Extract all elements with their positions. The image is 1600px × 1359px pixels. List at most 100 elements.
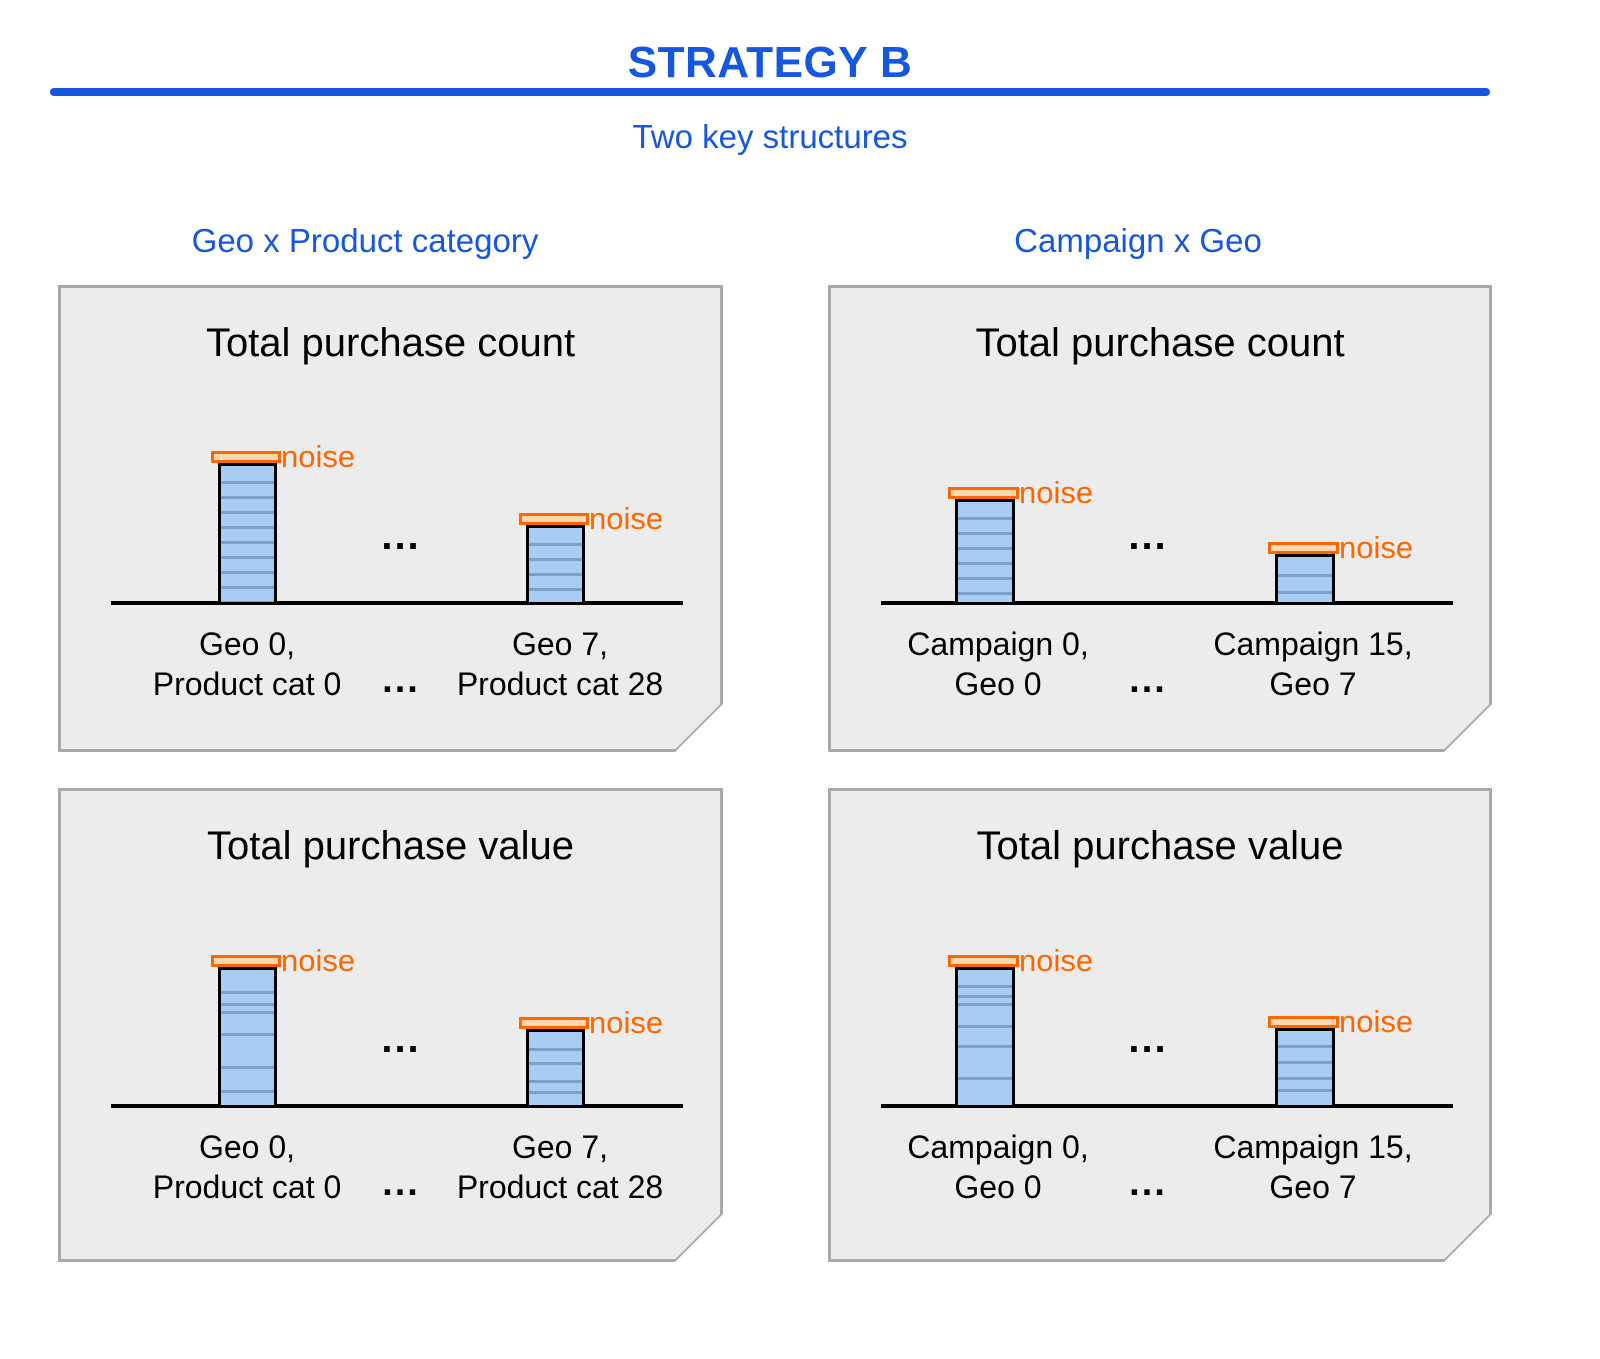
bar-label-line1: Geo 7, (511, 1129, 609, 1165)
labels-ellipsis: ... (382, 659, 420, 701)
bar-body (955, 967, 1015, 1108)
bar-label-line2: Product cat 28 (456, 666, 664, 702)
bar-stripe (958, 577, 1012, 580)
bar-body (1275, 554, 1335, 605)
column-header-campaign-geo: Campaign x Geo (1014, 222, 1262, 259)
bar-campaign0-geo0-value: noise (955, 967, 1015, 1108)
bar-stripe (1278, 1077, 1332, 1080)
noise-cap (519, 513, 589, 525)
bar-label-line2: Product cat 0 (152, 666, 342, 702)
page-title: STRATEGY B (627, 38, 913, 87)
x-axis (111, 1104, 683, 1108)
bar-body (218, 967, 277, 1108)
title-divider (50, 88, 1490, 96)
bar-stripe (958, 985, 1012, 988)
bar-label: Geo 7, Product cat 28 (457, 1127, 663, 1207)
bar-stripe (958, 592, 1012, 595)
bar-stripe (529, 558, 582, 561)
bar-stripe (958, 1077, 1012, 1080)
bar-stripe (221, 1090, 274, 1093)
bar-stripe (958, 1003, 1012, 1006)
labels-ellipsis: ... (382, 1162, 420, 1204)
bar-stripe (529, 543, 582, 546)
noise-cap (211, 955, 281, 967)
x-axis (881, 601, 1453, 605)
bar-label: Geo 7, Product cat 28 (457, 624, 663, 704)
bar-stripe (221, 511, 274, 514)
noise-cap (211, 451, 281, 463)
panel-title: Total purchase value (976, 824, 1344, 868)
bar-label-line1: Campaign 0, (907, 626, 1089, 662)
bar-label: Geo 0, Product cat 0 (153, 1127, 342, 1207)
bar-label-line1: Campaign 15, (1213, 1129, 1413, 1165)
bar-stripe (529, 588, 582, 591)
bar-stripe (221, 541, 274, 544)
panel-title: Total purchase count (205, 321, 576, 365)
bar-label-line1: Geo 0, (198, 626, 296, 662)
bar-stripe (958, 1045, 1012, 1048)
bar-stripe (1278, 1045, 1332, 1048)
bar-stripe (221, 571, 274, 574)
panel-geo-product-value: Total purchase value noise noise ... Geo… (58, 788, 723, 1262)
bars-ellipsis: ... (381, 1017, 421, 1061)
bar-stripe (1278, 1089, 1332, 1092)
bar-body (1275, 1028, 1335, 1108)
x-axis (111, 601, 683, 605)
bar-stripe (958, 547, 1012, 550)
bar-stripe (529, 573, 582, 576)
noise-cap (1268, 1016, 1339, 1028)
noise-label: noise (589, 501, 664, 536)
bar-label-line2: Geo 7 (1269, 666, 1357, 702)
bar-stripe (221, 1003, 274, 1006)
bar-chart: noise noise ... (61, 791, 720, 1108)
bar-label: Campaign 0, Geo 0 (907, 1127, 1088, 1207)
bar-stripe (221, 586, 274, 589)
bar-label: Campaign 15, Geo 7 (1213, 1127, 1412, 1207)
bars-ellipsis: ... (1128, 514, 1168, 558)
bar-stripe (958, 1025, 1012, 1028)
panel-geo-product-count: Total purchase count noise noise ... Geo… (58, 285, 723, 752)
bar-stripe (529, 1062, 582, 1065)
bar-label-line2: Geo 0 (954, 1169, 1042, 1205)
bar-stripe (1278, 574, 1332, 577)
panel-campaign-geo-value: Total purchase value noise noise ... Cam… (828, 788, 1492, 1262)
bar-stripe (221, 526, 274, 529)
bar-label-line2: Geo 7 (1269, 1169, 1357, 1205)
panel-campaign-geo-count: Total purchase count noise noise ... Cam… (828, 285, 1492, 752)
bar-label: Geo 0, Product cat 0 (153, 624, 342, 704)
noise-label: noise (1339, 1004, 1414, 1039)
bar-stripe (529, 1080, 582, 1083)
bar-stripe (529, 1091, 582, 1094)
bar-body (218, 463, 277, 605)
bar-campaign15-geo7-value: noise (1275, 1028, 1335, 1108)
bar-label-line1: Geo 0, (198, 1129, 296, 1165)
bar-stripe (221, 1066, 274, 1069)
bar-label-line2: Product cat 28 (456, 1169, 664, 1205)
bar-stripe (221, 991, 274, 994)
noise-label: noise (281, 943, 356, 978)
noise-label: noise (1339, 530, 1414, 565)
bar-label-line2: Geo 0 (954, 666, 1042, 702)
bar-stripe (1278, 591, 1332, 594)
page-subtitle: Two key structures (632, 118, 908, 155)
labels-ellipsis: ... (1129, 1162, 1167, 1204)
panel-title: Total purchase value (207, 824, 574, 868)
column-header-geo-product: Geo x Product category (191, 222, 539, 259)
bar-stripe (221, 1033, 274, 1036)
bar-body (526, 525, 585, 605)
noise-cap (948, 487, 1019, 499)
panel-title: Total purchase count (975, 321, 1345, 365)
noise-cap (1268, 542, 1339, 554)
noise-cap (948, 955, 1019, 967)
bars-ellipsis: ... (381, 514, 421, 558)
bar-campaign15-geo7-count: noise (1275, 554, 1335, 605)
bars-ellipsis: ... (1128, 1017, 1168, 1061)
bar-label-line1: Geo 7, (511, 626, 609, 662)
bar-body (526, 1029, 585, 1108)
bar-body (955, 499, 1015, 605)
bar-stripe (958, 562, 1012, 565)
bar-label-line1: Campaign 0, (907, 1129, 1089, 1165)
bar-geo7-cat28-value: noise (526, 1029, 585, 1108)
bar-stripe (221, 1011, 274, 1014)
